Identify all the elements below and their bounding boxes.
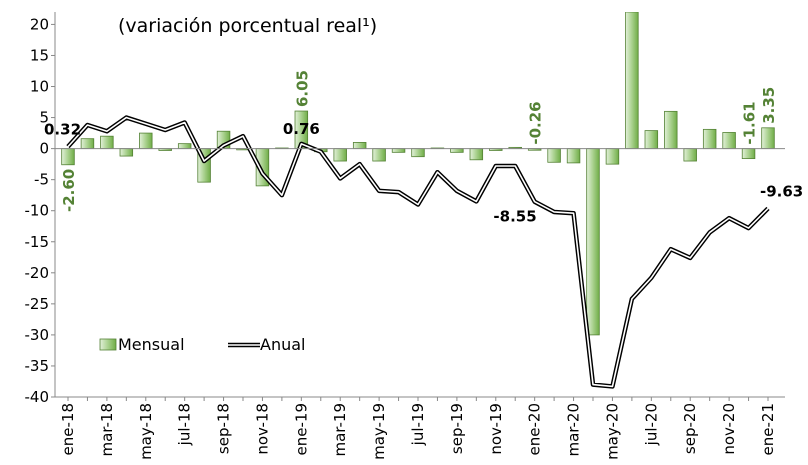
x-tick-label: may-18 bbox=[137, 403, 155, 460]
x-tick-label: nov-19 bbox=[487, 403, 505, 455]
x-tick-label: sep-18 bbox=[215, 403, 233, 454]
y-tick-label: 10 bbox=[30, 78, 49, 96]
y-tick-label: 0 bbox=[39, 140, 49, 158]
bar bbox=[333, 148, 347, 162]
bar-value-label: -1.61 bbox=[741, 101, 759, 144]
bar-value-label: 3.35 bbox=[760, 87, 778, 124]
bar bbox=[450, 148, 464, 153]
line bbox=[67, 116, 769, 388]
bar bbox=[547, 148, 561, 163]
y-tick-label: -30 bbox=[25, 326, 50, 344]
bar bbox=[566, 148, 581, 164]
legend-swatch bbox=[99, 338, 117, 351]
y-tick-label: 20 bbox=[30, 15, 49, 33]
bar bbox=[411, 148, 425, 158]
bar bbox=[644, 130, 659, 150]
x-tick-label: mar-18 bbox=[98, 403, 116, 457]
bar bbox=[469, 148, 484, 161]
bar bbox=[586, 148, 600, 336]
bar bbox=[625, 12, 639, 150]
line-value-label: -8.55 bbox=[493, 208, 536, 226]
bar bbox=[741, 148, 756, 160]
line-value-label: 0.32 bbox=[44, 121, 81, 139]
bar-value-label: -2.60 bbox=[60, 169, 78, 212]
x-tick-label: ene-19 bbox=[292, 403, 310, 455]
x-tick-label: may-19 bbox=[370, 403, 388, 460]
x-tick-label: jul-19 bbox=[409, 403, 427, 446]
line-value-label: 0.76 bbox=[283, 120, 320, 138]
y-tick-label: -10 bbox=[25, 202, 50, 220]
bar bbox=[352, 142, 367, 150]
bar-value-label: 6.05 bbox=[293, 70, 311, 107]
bar bbox=[177, 143, 192, 150]
bar bbox=[61, 148, 75, 166]
bar bbox=[80, 138, 95, 150]
y-tick-label: -40 bbox=[25, 388, 50, 406]
x-tick-label: jul-20 bbox=[642, 403, 660, 446]
x-tick-label: mar-19 bbox=[331, 403, 349, 457]
legend-label: Mensual bbox=[118, 335, 185, 354]
y-tick-label: 5 bbox=[39, 109, 49, 127]
x-tick-label: sep-19 bbox=[448, 403, 466, 454]
chart-subtitle: (variación porcentual real¹) bbox=[118, 15, 377, 37]
bar bbox=[391, 148, 406, 153]
x-tick-label: nov-18 bbox=[253, 403, 271, 455]
bar bbox=[605, 148, 620, 165]
bar bbox=[100, 135, 114, 150]
x-tick-label: nov-20 bbox=[720, 403, 738, 455]
x-tick-label: mar-20 bbox=[565, 403, 583, 457]
bar-value-label: -0.26 bbox=[527, 101, 545, 144]
y-tick-label: -25 bbox=[25, 295, 50, 313]
bar bbox=[664, 110, 678, 150]
x-tick-label: ene-18 bbox=[59, 403, 77, 455]
bar bbox=[761, 127, 775, 150]
bar bbox=[722, 132, 736, 150]
x-tick-label: jul-18 bbox=[176, 403, 194, 446]
bar bbox=[372, 148, 386, 162]
y-tick-label: -35 bbox=[25, 357, 50, 375]
bar bbox=[119, 148, 134, 157]
x-tick-label: sep-20 bbox=[681, 403, 699, 454]
x-tick-label: ene-20 bbox=[526, 403, 544, 455]
y-tick-label: 15 bbox=[30, 46, 49, 64]
y-tick-label: -20 bbox=[25, 264, 50, 282]
bar bbox=[702, 128, 717, 150]
y-tick-label: -15 bbox=[25, 233, 50, 251]
line-value-label: -9.63 bbox=[760, 182, 803, 200]
x-tick-label: may-20 bbox=[603, 403, 621, 460]
plot-area bbox=[61, 12, 775, 389]
x-tick-label: ene-21 bbox=[759, 403, 777, 455]
y-tick-label: -5 bbox=[34, 171, 49, 189]
legend-label: Anual bbox=[260, 335, 305, 354]
bar bbox=[683, 148, 697, 162]
bar bbox=[139, 132, 153, 150]
